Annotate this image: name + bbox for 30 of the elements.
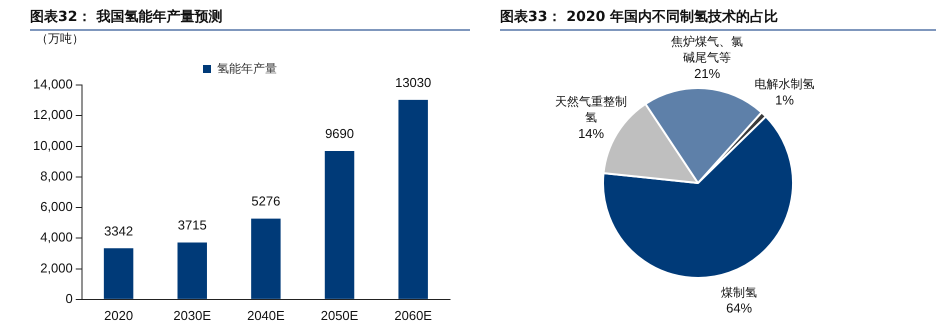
y-tick-label: 14,000 xyxy=(32,76,73,92)
data-label: 21% xyxy=(694,66,721,81)
data-label: 64% xyxy=(726,300,753,316)
y-tick-label: 12,000 xyxy=(32,107,73,122)
data-label: 13030 xyxy=(395,74,432,90)
x-tick-label: 2030E xyxy=(173,308,212,323)
y-tick-label: 6,000 xyxy=(40,199,73,214)
y-tick-label: 2,000 xyxy=(40,260,73,276)
x-tick-label: 2050E xyxy=(320,308,359,323)
data-label: 3342 xyxy=(104,223,134,238)
data-label: 14% xyxy=(578,126,605,141)
x-tick-label: 2060E xyxy=(394,308,432,323)
y-tick-label: 4,000 xyxy=(40,230,73,245)
slice-label: 煤制氢 xyxy=(721,285,758,300)
data-label: 1% xyxy=(775,92,794,108)
x-tick-label: 2020 xyxy=(104,308,134,323)
slice-label: 电解水制氢 xyxy=(754,77,815,92)
data-label: 9690 xyxy=(325,126,354,142)
chart-title: 图表32： 我国氢能年产量预测 xyxy=(30,0,470,31)
data-label: 5276 xyxy=(251,194,280,209)
y-axis-title: （万吨） xyxy=(36,31,84,46)
data-label: 3715 xyxy=(178,218,207,233)
legend-label: 氢能年产量 xyxy=(217,61,277,76)
y-tick-label: 0 xyxy=(66,290,73,306)
y-tick-label: 8,000 xyxy=(40,168,73,184)
chart-title: 图表33： 2020 年国内不同制氢技术的占比 xyxy=(500,0,936,31)
slice-label: 天然气重整制氢 xyxy=(555,94,628,125)
slice-label: 焦炉煤气、氯碱尾气等 xyxy=(671,34,744,65)
x-tick-label: 2040E xyxy=(247,308,286,323)
y-tick-label: 10,000 xyxy=(32,138,73,153)
